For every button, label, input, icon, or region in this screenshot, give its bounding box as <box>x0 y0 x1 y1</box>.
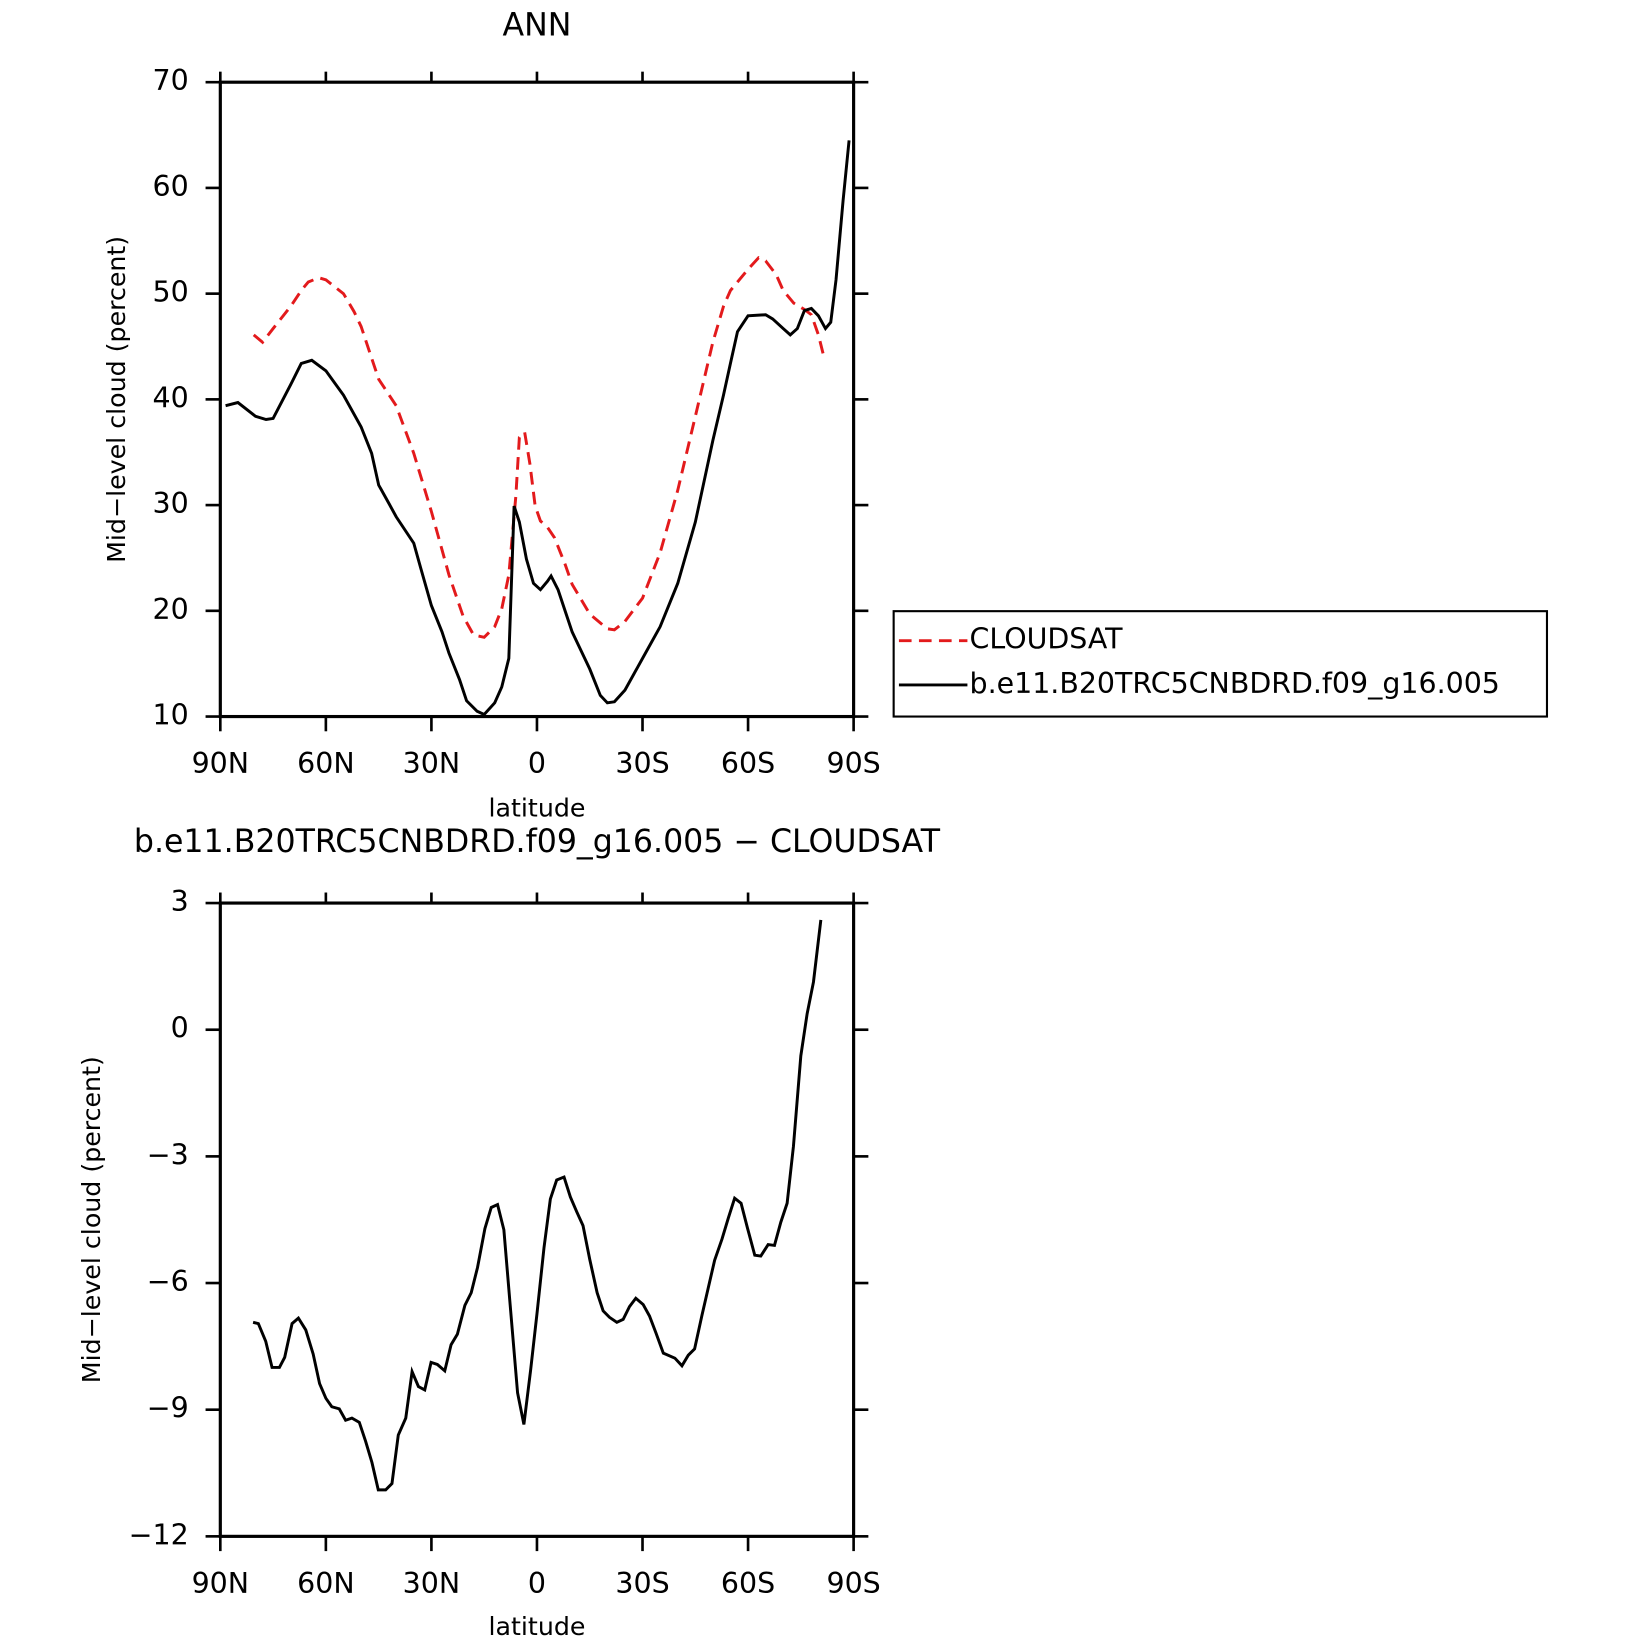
x-tick-label: 90S <box>826 1567 880 1600</box>
y-tick-label: 50 <box>153 276 189 309</box>
y-tick-label: −6 <box>147 1265 189 1298</box>
x-tick-label: 30S <box>615 747 669 780</box>
x-tick-label: 90N <box>192 747 249 780</box>
legend-label: b.e11.B20TRC5CNBDRD.f09_g16.005 <box>970 667 1500 700</box>
y-axis-label: Mid−level cloud (percent) <box>102 236 131 563</box>
data-line <box>225 140 851 717</box>
plot-frame <box>218 901 856 1538</box>
x-tick-label: 60N <box>297 1567 354 1600</box>
chart-title: ANN <box>503 7 572 43</box>
x-tick-label: 60N <box>297 747 354 780</box>
x-axis-label: latitude <box>488 793 585 822</box>
data-line <box>252 255 826 639</box>
y-tick-label: −12 <box>129 1518 189 1551</box>
x-axis-label: latitude <box>488 1612 585 1641</box>
x-tick-label: 60S <box>721 1567 775 1600</box>
y-tick-label: 3 <box>171 885 189 918</box>
chart-title: b.e11.B20TRC5CNBDRD.f09_g16.005 − CLOUDS… <box>134 824 941 860</box>
x-tick-label: 90S <box>826 747 880 780</box>
y-tick-label: 40 <box>153 381 189 414</box>
y-tick-label: 30 <box>153 487 189 520</box>
legend-label: CLOUDSAT <box>970 623 1124 656</box>
y-tick-label: −9 <box>147 1392 189 1425</box>
x-tick-label: 30N <box>403 747 460 780</box>
x-tick-label: 0 <box>528 747 546 780</box>
plot-frame <box>218 80 856 719</box>
y-tick-label: 10 <box>153 699 189 732</box>
y-tick-label: −3 <box>147 1138 189 1171</box>
y-tick-label: 60 <box>153 170 189 203</box>
x-tick-label: 90N <box>192 1567 249 1600</box>
x-tick-label: 30N <box>403 1567 460 1600</box>
legend-box <box>892 610 1549 718</box>
x-tick-label: 0 <box>528 1567 546 1600</box>
x-tick-label: 60S <box>721 747 775 780</box>
data-line <box>252 919 823 1492</box>
y-tick-label: 70 <box>153 64 189 97</box>
y-tick-label: 20 <box>153 593 189 626</box>
y-tick-label: 0 <box>171 1012 189 1045</box>
y-axis-label: Mid−level cloud (percent) <box>77 1056 106 1383</box>
x-tick-label: 30S <box>615 1567 669 1600</box>
